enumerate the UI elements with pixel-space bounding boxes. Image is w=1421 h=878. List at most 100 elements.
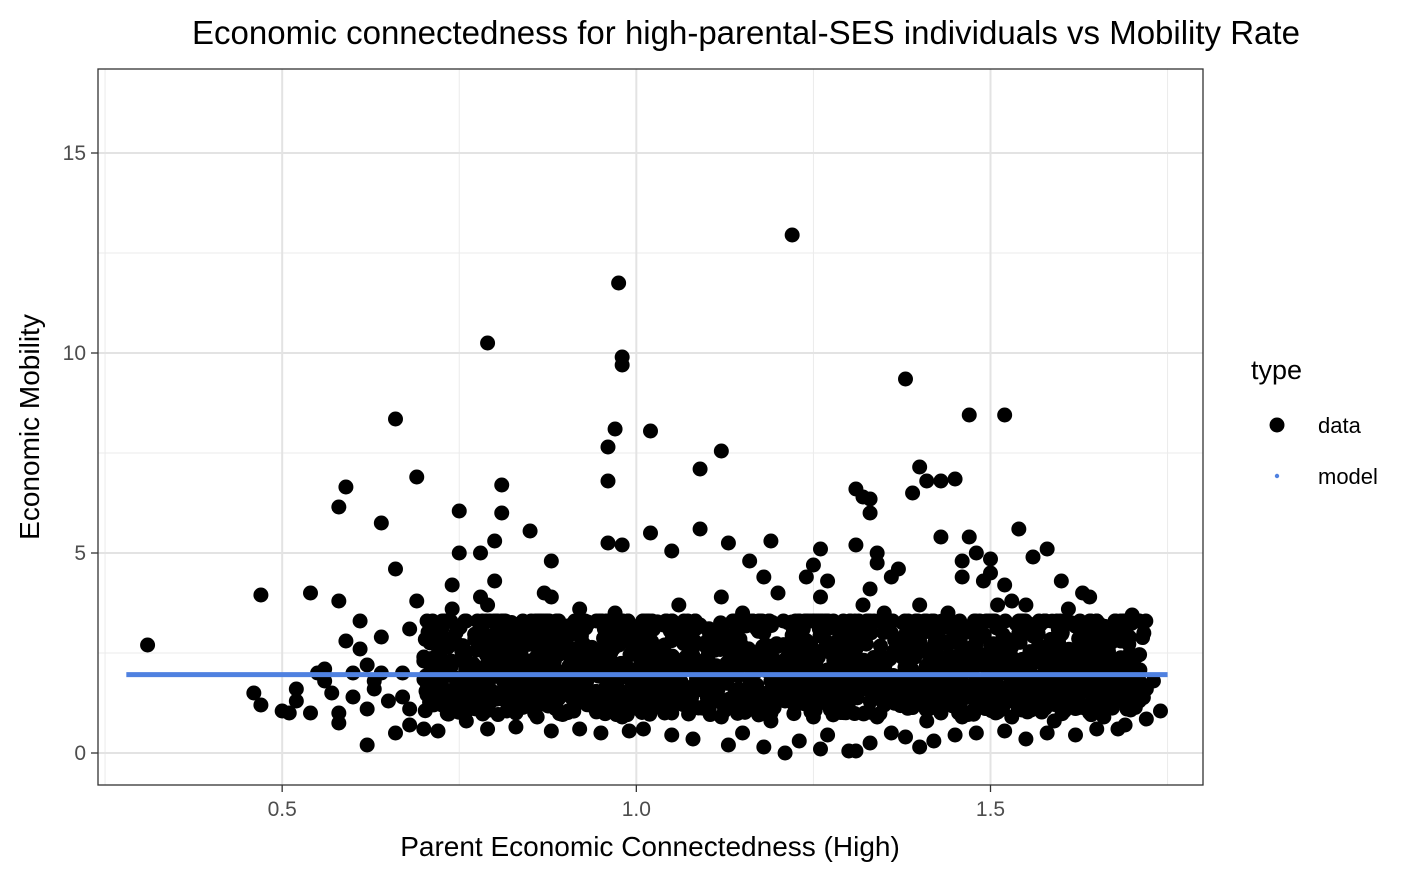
data-point xyxy=(820,642,836,658)
data-point xyxy=(890,561,906,577)
data-point xyxy=(331,715,347,731)
data-point xyxy=(529,680,545,696)
data-point xyxy=(419,613,435,629)
data-point xyxy=(1068,727,1083,743)
data-point xyxy=(820,573,836,589)
data-point xyxy=(938,649,954,665)
data-point xyxy=(1047,642,1063,658)
data-point xyxy=(883,725,899,741)
data-point xyxy=(388,561,403,577)
data-point xyxy=(607,421,623,437)
data-point xyxy=(687,660,703,676)
data-point xyxy=(487,533,503,549)
data-point xyxy=(983,565,998,581)
data-point xyxy=(953,702,969,718)
data-point xyxy=(713,443,729,459)
data-point xyxy=(546,683,562,699)
data-point xyxy=(905,485,921,501)
data-point xyxy=(719,655,735,671)
chart-title: Economic connectedness for high-parental… xyxy=(192,14,1300,51)
data-point xyxy=(912,459,928,475)
data-point xyxy=(585,646,601,662)
data-point xyxy=(813,541,828,557)
data-point xyxy=(815,613,831,629)
data-point xyxy=(487,573,503,589)
x-tick-label: 1.5 xyxy=(976,798,1005,821)
data-point xyxy=(612,706,628,722)
data-point xyxy=(777,745,793,761)
data-point xyxy=(331,499,347,515)
data-point xyxy=(597,648,613,664)
data-point xyxy=(786,706,802,722)
data-point xyxy=(667,693,683,709)
data-point xyxy=(752,613,768,629)
data-point xyxy=(508,719,524,735)
data-point xyxy=(504,649,520,665)
data-point xyxy=(352,613,368,629)
data-point xyxy=(436,613,452,629)
data-point xyxy=(898,729,913,745)
data-point xyxy=(140,637,156,653)
data-point xyxy=(769,636,785,652)
data-point xyxy=(968,545,984,561)
data-point xyxy=(692,521,708,537)
data-point xyxy=(990,597,1006,613)
data-point xyxy=(845,643,861,659)
data-point xyxy=(831,624,847,640)
data-point xyxy=(1119,701,1135,717)
data-point xyxy=(480,721,496,737)
data-point xyxy=(1089,619,1105,635)
data-point xyxy=(480,335,496,351)
data-point xyxy=(418,683,434,699)
data-point xyxy=(430,723,446,739)
data-point xyxy=(643,525,658,541)
data-point xyxy=(766,684,782,700)
data-point xyxy=(918,658,934,674)
data-point xyxy=(783,616,799,632)
y-axis: 0 5 10 15 xyxy=(63,142,98,765)
data-point xyxy=(935,617,951,633)
data-point xyxy=(820,727,836,743)
legend: type data model xyxy=(1251,355,1378,489)
data-point xyxy=(1000,651,1016,667)
data-point xyxy=(537,630,553,646)
data-point xyxy=(600,439,616,455)
data-point xyxy=(970,655,986,671)
panel-border xyxy=(97,68,1204,786)
data-point xyxy=(812,628,828,644)
data-point xyxy=(546,653,562,669)
data-point xyxy=(1016,613,1032,629)
data-point xyxy=(444,653,460,669)
data-point xyxy=(968,613,984,629)
data-point xyxy=(572,721,588,737)
data-point xyxy=(692,461,708,477)
data-point xyxy=(779,692,795,708)
data-point xyxy=(869,555,885,571)
data-point xyxy=(1025,549,1041,565)
data-point xyxy=(848,743,864,759)
data-point xyxy=(1004,638,1020,654)
data-point xyxy=(720,737,736,753)
data-point xyxy=(482,683,498,699)
data-point xyxy=(1089,640,1105,656)
data-point xyxy=(912,597,928,613)
data-point xyxy=(701,654,717,670)
data-point xyxy=(572,601,588,617)
data-point xyxy=(796,631,812,647)
data-point xyxy=(800,653,816,669)
x-axis-title: Parent Economic Connectedness (High) xyxy=(400,831,900,862)
data-point xyxy=(687,634,703,650)
data-point xyxy=(444,682,460,698)
data-point xyxy=(732,681,748,697)
data-point xyxy=(1053,573,1069,589)
data-point xyxy=(1132,647,1148,663)
data-point xyxy=(600,535,616,551)
data-point xyxy=(488,617,504,633)
data-point xyxy=(954,553,970,569)
data-point xyxy=(1107,624,1123,640)
data-point xyxy=(451,704,467,720)
data-point xyxy=(514,698,530,714)
data-point xyxy=(961,529,977,545)
data-point xyxy=(1050,622,1066,638)
data-point xyxy=(813,589,828,605)
